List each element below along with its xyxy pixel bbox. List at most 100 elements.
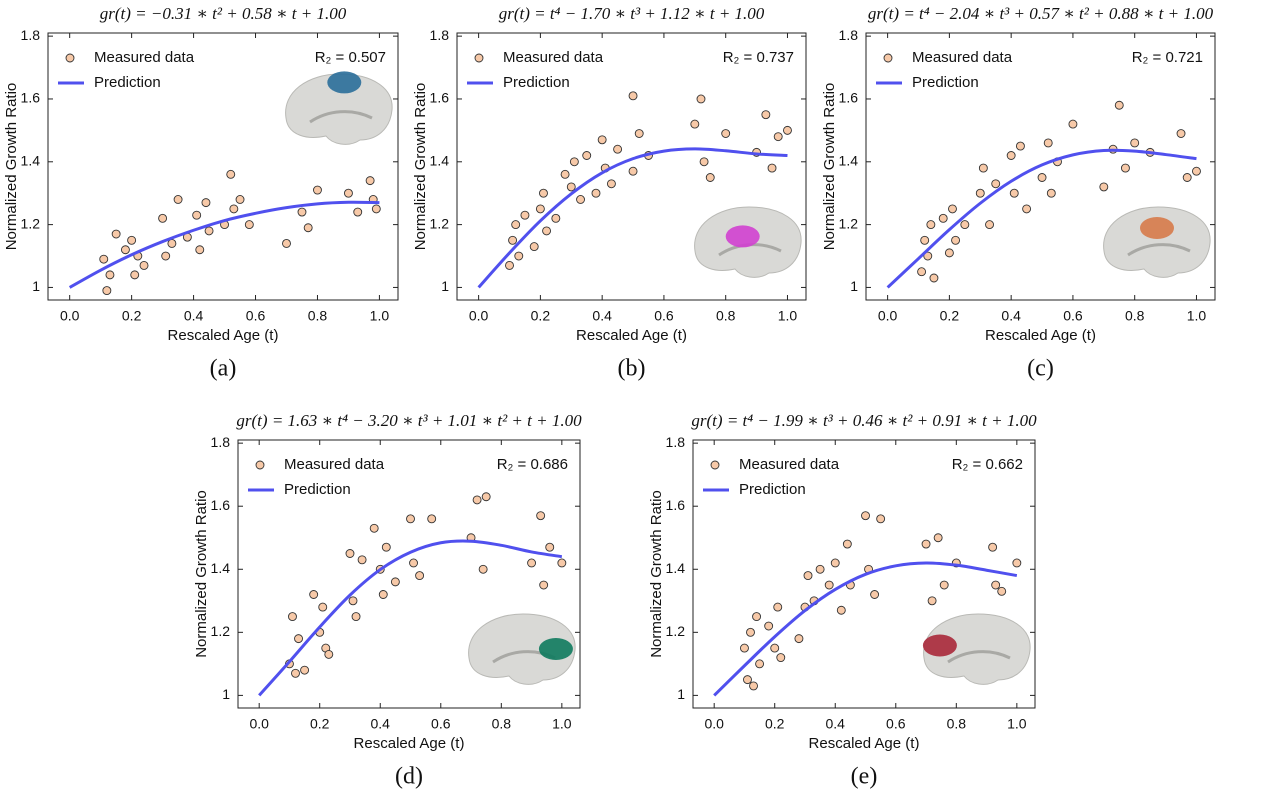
data-point	[929, 273, 939, 283]
legend-label: Prediction	[94, 74, 161, 91]
plot-frame	[456, 32, 807, 301]
r2-label: R₂ = 0.686	[497, 456, 568, 473]
data-point	[591, 188, 601, 198]
x-tick-label: 0.4	[592, 308, 612, 324]
x-tick-label: 0.8	[492, 716, 512, 732]
data-point	[539, 188, 548, 198]
panel-label: (a)	[210, 356, 237, 382]
y-axis-label: Normalized Growth Ratio	[821, 83, 838, 251]
data-point	[721, 129, 731, 138]
brain-region	[1140, 217, 1174, 239]
brain-region	[725, 225, 760, 248]
prediction-line	[258, 539, 563, 697]
data-point	[427, 514, 437, 524]
data-point	[508, 235, 518, 245]
y-axis-label: Normalized Growth Ratio	[3, 83, 20, 251]
data-point	[861, 511, 870, 521]
data-point	[975, 188, 985, 198]
data-point	[343, 188, 353, 198]
legend-marker	[255, 460, 265, 470]
data-point	[381, 542, 391, 552]
data-point	[1037, 173, 1047, 182]
legend-label: Prediction	[912, 74, 979, 91]
data-point	[920, 235, 930, 245]
data-point	[842, 539, 852, 549]
x-tick-label: 0.2	[122, 308, 142, 324]
data-point	[282, 239, 291, 248]
data-point	[933, 533, 943, 543]
legend-label: Prediction	[284, 481, 351, 498]
prediction-line	[713, 561, 1018, 697]
r2-label: R₂ = 0.721	[1132, 49, 1203, 66]
data-point	[536, 511, 546, 521]
data-point	[997, 586, 1007, 596]
data-point	[520, 210, 530, 220]
panel-label: (c)	[1027, 356, 1054, 382]
data-point	[529, 242, 539, 252]
prediction-line	[68, 200, 380, 289]
y-tick-label: 1.4	[21, 152, 41, 168]
x-tick-label: 0.0	[469, 308, 489, 324]
y-tick-label: 1.6	[839, 90, 859, 106]
data-point	[542, 226, 552, 236]
brain-region	[327, 71, 362, 94]
data-point	[917, 267, 927, 277]
x-tick-label: 0.4	[1001, 308, 1021, 324]
brain-image	[285, 71, 393, 145]
data-point	[195, 245, 205, 255]
data-point	[481, 492, 491, 502]
brain-shape	[285, 73, 393, 145]
y-axis-label: Normalized Growth Ratio	[193, 490, 210, 658]
data-point	[1006, 151, 1016, 160]
data-point	[345, 549, 355, 558]
x-tick-label: 0.0	[704, 716, 724, 732]
y-tick-label: 1	[32, 278, 40, 294]
data-point	[985, 220, 994, 230]
data-point	[505, 260, 514, 270]
data-point	[201, 198, 211, 208]
data-point	[923, 251, 933, 261]
data-point	[139, 260, 149, 270]
y-tick-label: 1	[441, 278, 449, 294]
brain-shape	[468, 613, 576, 685]
data-point	[130, 270, 140, 280]
data-point	[357, 555, 367, 565]
data-point	[773, 602, 783, 612]
data-point	[297, 207, 307, 217]
panel: gr(t) = t⁴ − 2.04 ∗ t³ + 0.57 ∗ t² + 0.8…	[821, 4, 1216, 382]
x-tick-label: 0.0	[60, 308, 80, 324]
brain-shape	[923, 613, 1031, 685]
data-point	[948, 204, 957, 214]
x-tick-label: 0.2	[940, 308, 960, 324]
r2-label: R₂ = 0.662	[952, 456, 1023, 473]
prediction-line	[886, 148, 1197, 289]
data-point	[991, 580, 1001, 590]
data-point	[102, 286, 112, 296]
data-point	[300, 665, 310, 675]
brain-image	[1103, 206, 1211, 278]
data-point	[939, 580, 949, 590]
data-point	[876, 514, 886, 524]
data-point	[1009, 188, 1019, 198]
x-tick-label: 0.8	[308, 308, 328, 324]
data-point	[478, 564, 488, 574]
y-tick-label: 1.4	[839, 152, 859, 168]
data-point	[545, 542, 555, 552]
data-point	[111, 229, 121, 239]
x-axis-label: Rescaled Age (t)	[809, 735, 920, 752]
data-point	[511, 220, 521, 230]
data-point	[803, 571, 813, 581]
data-point	[303, 223, 313, 233]
legend-label: Measured data	[284, 456, 385, 473]
data-point	[120, 245, 130, 255]
y-tick-label: 1.8	[666, 434, 686, 450]
x-tick-label: 0.6	[246, 308, 266, 324]
data-point	[569, 157, 579, 167]
x-tick-label: 0.4	[371, 716, 391, 732]
data-point	[1015, 141, 1025, 151]
legend-label: Measured data	[912, 49, 1013, 66]
data-point	[557, 558, 567, 568]
x-tick-label: 0.8	[947, 716, 967, 732]
brain-region	[538, 638, 573, 660]
